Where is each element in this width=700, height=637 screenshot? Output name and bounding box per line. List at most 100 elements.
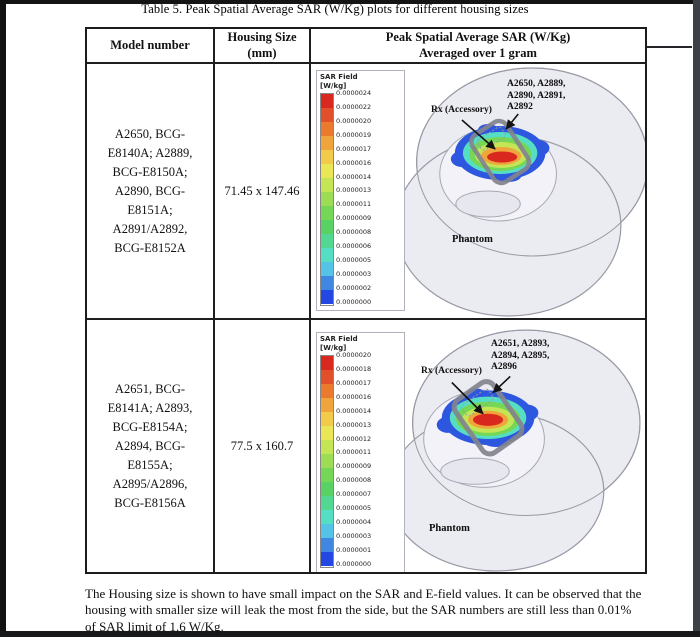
model-number-line: E8155A; [127, 457, 173, 472]
sar-table: Model number Housing Size (mm) Peak Spat… [85, 27, 647, 574]
model-number-line: BCG-E8154A; [112, 419, 188, 434]
legend-value: 0.0000012 [336, 434, 372, 443]
housing-size-value: 71.45 x 147.46 [224, 183, 300, 198]
color-band [321, 510, 333, 524]
legend-value: 0.0000009 [336, 462, 372, 471]
legend-value: 0.0000016 [336, 392, 372, 401]
legend-value: 0.0000019 [336, 130, 372, 139]
color-band [321, 426, 333, 440]
color-band [321, 206, 333, 220]
legend-values: 0.0000020 0.0000018 0.0000017 0.0000016 0.00… [336, 352, 371, 568]
model-number-line: BCG-E8152A [114, 240, 186, 255]
header-housing-line1: Housing Size [227, 30, 297, 44]
legend-title: SAR Field [320, 73, 358, 81]
legend-value: 0.0000007 [336, 490, 372, 499]
page-bottom-border [0, 631, 700, 637]
model-number-cell-row1: A2650, BCG- E8140A; A2889, BCG-E8150A; A289… [87, 64, 215, 320]
model-number-line: E8151A; [127, 202, 173, 217]
color-band [321, 122, 333, 136]
legend-value: 0.0000018 [336, 364, 372, 373]
footer-paragraph: The Housing size is shown to have small … [85, 586, 642, 634]
model-number-line: A2894, BCG- [114, 438, 186, 453]
model-number-line: A2651, BCG- [114, 381, 186, 396]
legend-value: 0.0000014 [336, 172, 372, 181]
legend-value: 0.0000000 [336, 297, 372, 306]
legend-value: 0.0000013 [336, 186, 372, 195]
model-number-line: A2895/A2896, [112, 476, 188, 491]
color-band [321, 552, 333, 566]
model-number-line: A2650, BCG- [114, 126, 186, 141]
device-arrow [492, 375, 511, 394]
model-number-line: BCG-E8156A [114, 495, 186, 510]
rx-arrow [451, 381, 484, 415]
color-band [321, 94, 333, 108]
legend-value: 0.0000024 [336, 89, 372, 97]
model-number-line: BCG-E8150A; [112, 164, 188, 179]
sar-plot-cell-row2: SAR Field [W/kg] 0.0000020 0.0000018 0.000… [311, 320, 645, 572]
housing-size-value: 77.5 x 160.7 [230, 438, 294, 453]
phantom-ellipse-upper-outline [412, 329, 641, 517]
device-label-line: A2892 [507, 102, 533, 112]
color-band [321, 234, 333, 248]
device-label-line: A2894, A2895, [491, 350, 550, 361]
sar-plot-cell-row1: SAR Field [W/kg] 0.0000024 0.0000022 0.000… [311, 64, 645, 320]
model-number-line: A2891/A2892, [112, 221, 188, 236]
color-band [321, 440, 333, 454]
color-band [321, 482, 333, 496]
legend-value: 0.0000014 [336, 406, 372, 415]
color-band [321, 454, 333, 468]
legend-value: 0.0000003 [336, 531, 372, 540]
legend-value: 0.0000017 [336, 144, 372, 153]
color-band [321, 538, 333, 552]
model-number-line: E8141A; A2893, [107, 400, 193, 415]
legend-color-bar [320, 93, 334, 306]
scan-artifact-line [630, 46, 692, 48]
color-band [321, 192, 333, 206]
housing-size-cell-row2: 77.5 x 160.7 [215, 320, 311, 572]
legend-value: 0.0000017 [336, 378, 372, 387]
legend-value: 0.0000005 [336, 256, 372, 265]
legend-value: 0.0000013 [336, 420, 372, 429]
header-model-number: Model number [87, 29, 215, 64]
header-sar-plots: Peak Spatial Average SAR (W/Kg) Averaged… [311, 29, 645, 64]
legend-value: 0.0000000 [336, 559, 372, 568]
legend-value: 0.0000002 [336, 283, 372, 292]
color-band [321, 370, 333, 384]
color-band [321, 178, 333, 192]
device-label-line: A2651, A2893, [491, 339, 550, 349]
housing-size-cell-row1: 71.45 x 147.46 [215, 64, 311, 320]
rx-arrow [461, 119, 496, 150]
legend-value: 0.0000003 [336, 269, 372, 278]
phantom-cylinder-top [440, 457, 510, 485]
device-models-label-row2: A2651, A2893, A2894, A2895, A2896 [491, 339, 549, 374]
legend-values: 0.0000024 0.0000022 0.0000020 0.0000019 0.00… [336, 90, 371, 306]
legend-value: 0.0000008 [336, 476, 372, 485]
device-outline [451, 379, 525, 457]
color-band [321, 356, 333, 370]
color-band [321, 290, 333, 304]
color-band [321, 468, 333, 482]
color-band [321, 384, 333, 398]
sar-plot-figure-row1 [394, 67, 645, 317]
device-label-line: A2896 [491, 362, 517, 372]
color-band [321, 220, 333, 234]
legend-value: 0.0000022 [336, 102, 372, 111]
header-sar-line1: Peak Spatial Average SAR (W/Kg) [385, 30, 571, 44]
legend-title: SAR Field [320, 335, 358, 343]
device-label-line: A2890, A2891, [507, 90, 566, 101]
rx-accessory-label-row2: Rx (Accessory) [421, 366, 482, 376]
phantom-cylinder-top [455, 190, 521, 218]
legend-color-bar [320, 355, 334, 568]
header-housing-line2: (mm) [247, 45, 277, 60]
legend-unit: [W/kg] [320, 344, 347, 352]
model-number-line: A2890, BCG- [114, 183, 186, 198]
device-models-label-row1: A2650, A2889, A2890, A2891, A2892 [507, 79, 565, 114]
legend-value: 0.0000016 [336, 158, 372, 167]
rx-accessory-label-row1: Rx (Accessory) [431, 105, 492, 115]
header-sar-line2: Averaged over 1 gram [419, 45, 537, 60]
legend-value: 0.0000004 [336, 518, 372, 527]
phantom-label-row1: Phantom [452, 234, 493, 245]
sar-legend-row2: SAR Field [W/kg] 0.0000020 0.0000018 0.000… [316, 332, 405, 572]
phantom-label-row2: Phantom [429, 523, 470, 534]
